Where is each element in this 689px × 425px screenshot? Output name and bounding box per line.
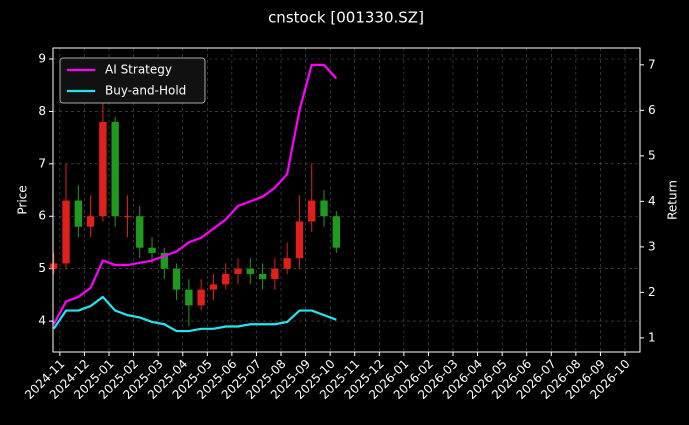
y2-tick-label: 6 (648, 103, 656, 117)
y2-tick-label: 3 (648, 239, 656, 253)
y2-tick-label: 1 (648, 330, 656, 344)
y2-tick-label: 2 (648, 285, 656, 299)
candle-body (62, 200, 70, 264)
candle-body (209, 284, 218, 290)
candle-body (234, 268, 242, 274)
candle-body (50, 263, 58, 269)
candle-body (332, 216, 340, 248)
y-axis-label: Price (16, 185, 30, 214)
candle-body (271, 268, 279, 280)
y-tick-label: 8 (38, 104, 46, 118)
candle-body (258, 273, 267, 280)
y-tick-label: 4 (38, 314, 46, 328)
candle-body (283, 258, 291, 269)
chart-title: cnstock [001330.SZ] (268, 9, 424, 27)
legend-label: AI Strategy (105, 63, 172, 77)
y2-tick-label: 5 (648, 148, 656, 162)
line-series (52, 295, 337, 333)
y-tick-label: 9 (38, 52, 46, 66)
plot-frame (52, 47, 641, 353)
legend-label: Buy-and-Hold (105, 84, 186, 98)
candle-body (295, 221, 304, 259)
y-tick-label: 5 (38, 261, 46, 275)
legend-box (59, 57, 206, 104)
candle-body (136, 216, 144, 248)
candle-body (99, 121, 107, 217)
line-series (52, 63, 338, 325)
y-tick-label: 7 (38, 156, 46, 170)
candle-body (197, 289, 205, 306)
y2-axis-label: Return (666, 180, 680, 220)
candle-body (160, 252, 168, 269)
candle-body (111, 121, 119, 217)
candle-body (320, 200, 328, 217)
y-tick-label: 6 (38, 209, 46, 223)
candle-body (148, 247, 156, 253)
y2-tick-label: 7 (648, 57, 656, 71)
candle-body (185, 289, 193, 306)
candle-body (222, 273, 230, 285)
candle-body (246, 268, 254, 274)
candle-body (123, 216, 132, 218)
y2-tick-label: 4 (648, 194, 656, 208)
candle-body (86, 216, 95, 227)
candle-body (308, 200, 316, 222)
candle-body (74, 200, 82, 227)
candle-body (172, 268, 181, 290)
